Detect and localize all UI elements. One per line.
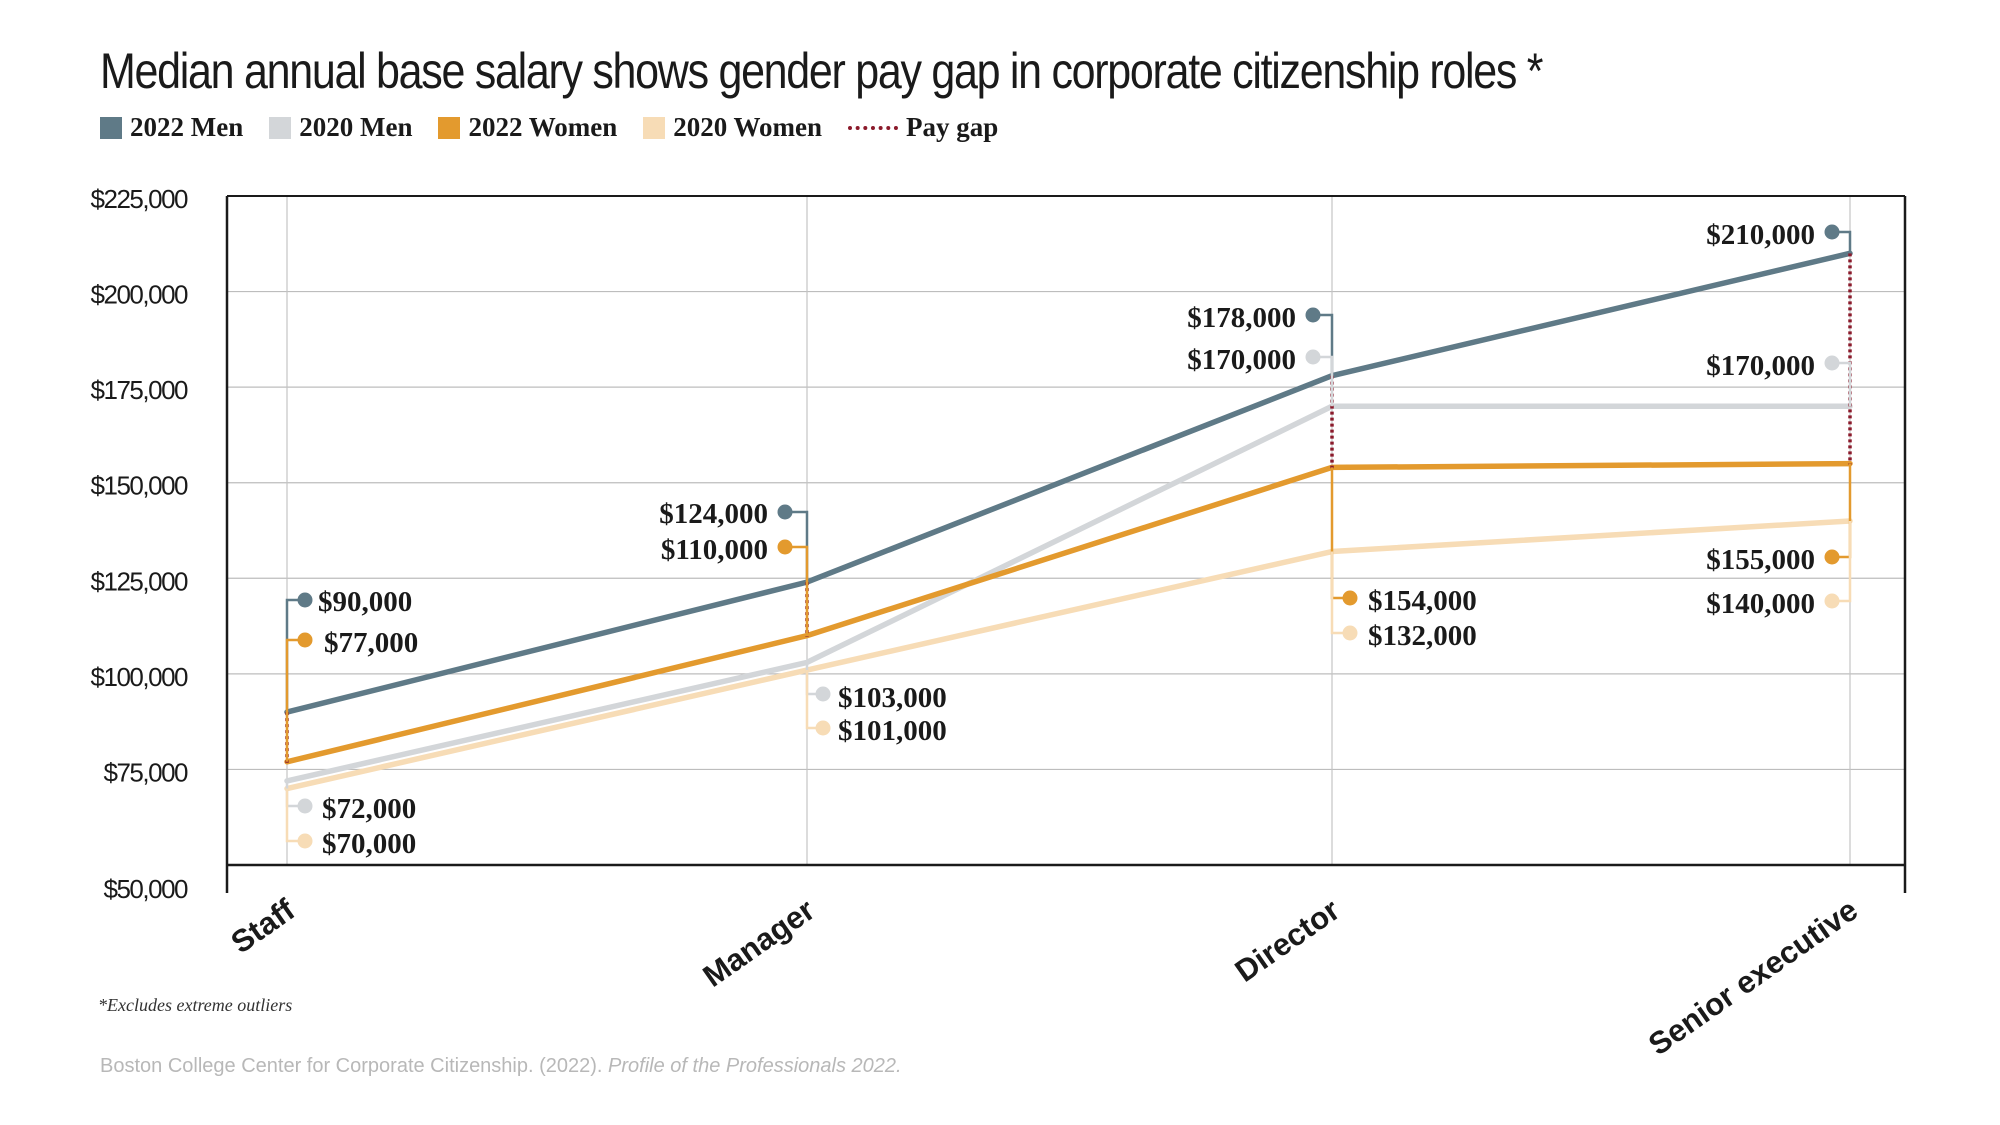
callout-dot <box>777 504 793 520</box>
y-tick-label: $175,000 <box>91 375 188 405</box>
y-tick-label: $75,000 <box>104 757 189 787</box>
chart-title: Median annual base salary shows gender p… <box>100 43 1544 99</box>
data-label: $70,000 <box>322 828 416 860</box>
x-tick-label: Staff <box>225 892 302 961</box>
data-label: $132,000 <box>1368 620 1477 652</box>
x-tick-label: Manager <box>697 892 822 994</box>
callout-connector <box>285 638 305 762</box>
data-label: $155,000 <box>1706 544 1815 576</box>
data-label: $90,000 <box>318 586 412 618</box>
data-label: $124,000 <box>659 498 768 530</box>
legend-item-pay-gap: Pay gap <box>848 112 998 143</box>
data-label: $72,000 <box>322 793 416 825</box>
source-title: Profile of the Professionals 2022. <box>608 1055 902 1077</box>
callout-dot <box>1824 593 1840 609</box>
callout-dot <box>1824 355 1840 371</box>
series-line-2022-men <box>284 250 1853 715</box>
y-tick-label: $125,000 <box>91 566 188 596</box>
legend-label-2022-women: 2022 Women <box>468 112 618 142</box>
legend-label-2022-men: 2022 Men <box>130 112 244 142</box>
y-tick-label: $50,000 <box>104 874 189 904</box>
y-tick-label: $200,000 <box>91 280 188 310</box>
legend-swatch-2020-men <box>269 116 292 139</box>
y-tick-label: $100,000 <box>91 662 188 692</box>
callout-dot <box>1342 590 1358 606</box>
series-line-2020-men <box>284 403 1853 784</box>
data-label: $77,000 <box>324 627 418 659</box>
x-tick-label: Senior executive <box>1642 892 1864 1062</box>
series-line-2020-women <box>284 518 1853 792</box>
callout-connector <box>285 598 305 713</box>
callout-dot <box>1342 625 1358 641</box>
legend-swatch-2022-men <box>100 116 122 139</box>
callout-dot <box>1824 549 1840 565</box>
legend-label-2020-women: 2020 Women <box>673 112 822 142</box>
callout-dot <box>1824 224 1840 240</box>
data-label: $210,000 <box>1706 219 1815 251</box>
callout-dot <box>297 632 313 648</box>
x-tick-label: Director <box>1229 892 1346 989</box>
data-label: $154,000 <box>1368 585 1477 617</box>
source-text: Boston College Center for Corporate Citi… <box>100 1055 609 1077</box>
callout-dot <box>297 833 313 849</box>
callout-dot <box>777 539 793 555</box>
legend-label-pay-gap: Pay gap <box>906 112 999 142</box>
legend-swatch-2022-women <box>438 116 461 139</box>
callout-connector <box>1832 463 1852 559</box>
legend-item-2020-women: 2020 Women <box>643 112 822 143</box>
data-label: $178,000 <box>1187 302 1296 334</box>
data-label: $110,000 <box>661 534 768 566</box>
callout-dot <box>1305 307 1321 323</box>
footnote: *Excludes extreme outliers <box>98 995 293 1015</box>
callout-dot <box>815 686 831 702</box>
y-tick-label: $150,000 <box>91 471 188 501</box>
callout-connector <box>285 788 305 843</box>
data-label: $170,000 <box>1187 344 1296 376</box>
y-tick-label: $225,000 <box>91 184 188 214</box>
source-citation: Boston College Center for Corporate Citi… <box>100 1055 902 1078</box>
callout-dot <box>1305 349 1321 365</box>
data-label: $170,000 <box>1706 350 1815 382</box>
callout-dot <box>297 798 313 814</box>
callout-dot <box>815 720 831 736</box>
legend-label-2020-men: 2020 Men <box>299 112 413 142</box>
legend: 2022 Men 2020 Men 2022 Women 2020 Women … <box>100 112 1024 143</box>
data-label: $101,000 <box>838 715 947 747</box>
callout-dot <box>297 592 313 608</box>
callout-connector <box>785 545 809 636</box>
data-label: $140,000 <box>1706 588 1815 620</box>
legend-item-2022-women: 2022 Women <box>438 112 617 143</box>
legend-swatch-pay-gap <box>848 125 898 130</box>
legend-item-2020-men: 2020 Men <box>269 112 412 143</box>
legend-item-2022-men: 2022 Men <box>100 112 243 143</box>
data-label: $103,000 <box>838 682 947 714</box>
series-line-2022-women <box>284 460 1853 765</box>
legend-swatch-2020-women <box>643 116 666 139</box>
callout-connector <box>1313 313 1334 376</box>
